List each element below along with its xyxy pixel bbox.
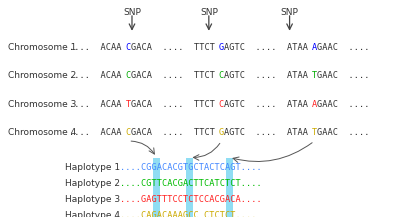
Text: GAAC  ....: GAAC .... <box>317 43 370 52</box>
Text: ....  ACAA: .... ACAA <box>69 43 127 52</box>
Text: AGTC  ....  ATAA: AGTC .... ATAA <box>224 71 313 81</box>
Text: ....CAGACAAAGCC CTCTCT....: ....CAGACAAAGCC CTCTCT.... <box>120 211 256 217</box>
Text: GAAC  ....: GAAC .... <box>317 100 370 109</box>
Text: Haplotype 1: Haplotype 1 <box>65 163 120 172</box>
Text: G: G <box>219 43 224 52</box>
Text: Chromosome 2: Chromosome 2 <box>8 71 76 81</box>
Text: SNP: SNP <box>281 8 299 16</box>
Text: G: G <box>219 128 224 137</box>
Text: ....  ACAA: .... ACAA <box>69 71 127 81</box>
Text: C: C <box>126 43 131 52</box>
Bar <box>186 158 193 217</box>
Text: Chromosome 3: Chromosome 3 <box>8 100 76 109</box>
Text: T: T <box>312 71 317 81</box>
Text: C: C <box>219 100 224 109</box>
Text: GACA  ....  TTCT: GACA .... TTCT <box>131 128 220 137</box>
Text: GAAC  ....: GAAC .... <box>317 128 370 137</box>
Text: T: T <box>312 128 317 137</box>
Text: C: C <box>126 128 131 137</box>
Text: GAAC  ....: GAAC .... <box>317 71 370 81</box>
Text: C: C <box>219 71 224 81</box>
Text: Haplotype 3: Haplotype 3 <box>65 195 120 204</box>
Text: Haplotype 4: Haplotype 4 <box>65 211 120 217</box>
Text: A: A <box>312 100 317 109</box>
Text: ....  ACAA: .... ACAA <box>69 128 127 137</box>
Text: ....GAGTTTCCTCTCCACGACA....: ....GAGTTTCCTCTCCACGACA.... <box>120 195 262 204</box>
Bar <box>226 158 233 217</box>
Text: A: A <box>312 43 317 52</box>
Text: SNP: SNP <box>200 8 218 16</box>
Text: Chromosome 1: Chromosome 1 <box>8 43 76 52</box>
Text: C: C <box>126 71 131 81</box>
Text: ....CGGACACGTGCTACTCAGT....: ....CGGACACGTGCTACTCAGT.... <box>120 163 262 172</box>
Text: Chromosome 4: Chromosome 4 <box>8 128 76 137</box>
Text: GACA  ....  TTCT: GACA .... TTCT <box>131 71 220 81</box>
Text: AGTC  ....  ATAA: AGTC .... ATAA <box>224 100 313 109</box>
Bar <box>153 158 160 217</box>
Text: T: T <box>126 100 131 109</box>
Text: ....  ACAA: .... ACAA <box>69 100 127 109</box>
Text: GACA  ....  TTCT: GACA .... TTCT <box>131 100 220 109</box>
Text: GACA  ....  TTCT: GACA .... TTCT <box>131 43 220 52</box>
Text: Haplotype 2: Haplotype 2 <box>65 179 120 188</box>
Text: AGTC  ....  ATAA: AGTC .... ATAA <box>224 128 313 137</box>
Text: SNP: SNP <box>123 8 141 16</box>
Text: AGTC  ....  ATAA: AGTC .... ATAA <box>224 43 313 52</box>
Text: ....CGTTCACGACTTCATCTCT....: ....CGTTCACGACTTCATCTCT.... <box>120 179 262 188</box>
